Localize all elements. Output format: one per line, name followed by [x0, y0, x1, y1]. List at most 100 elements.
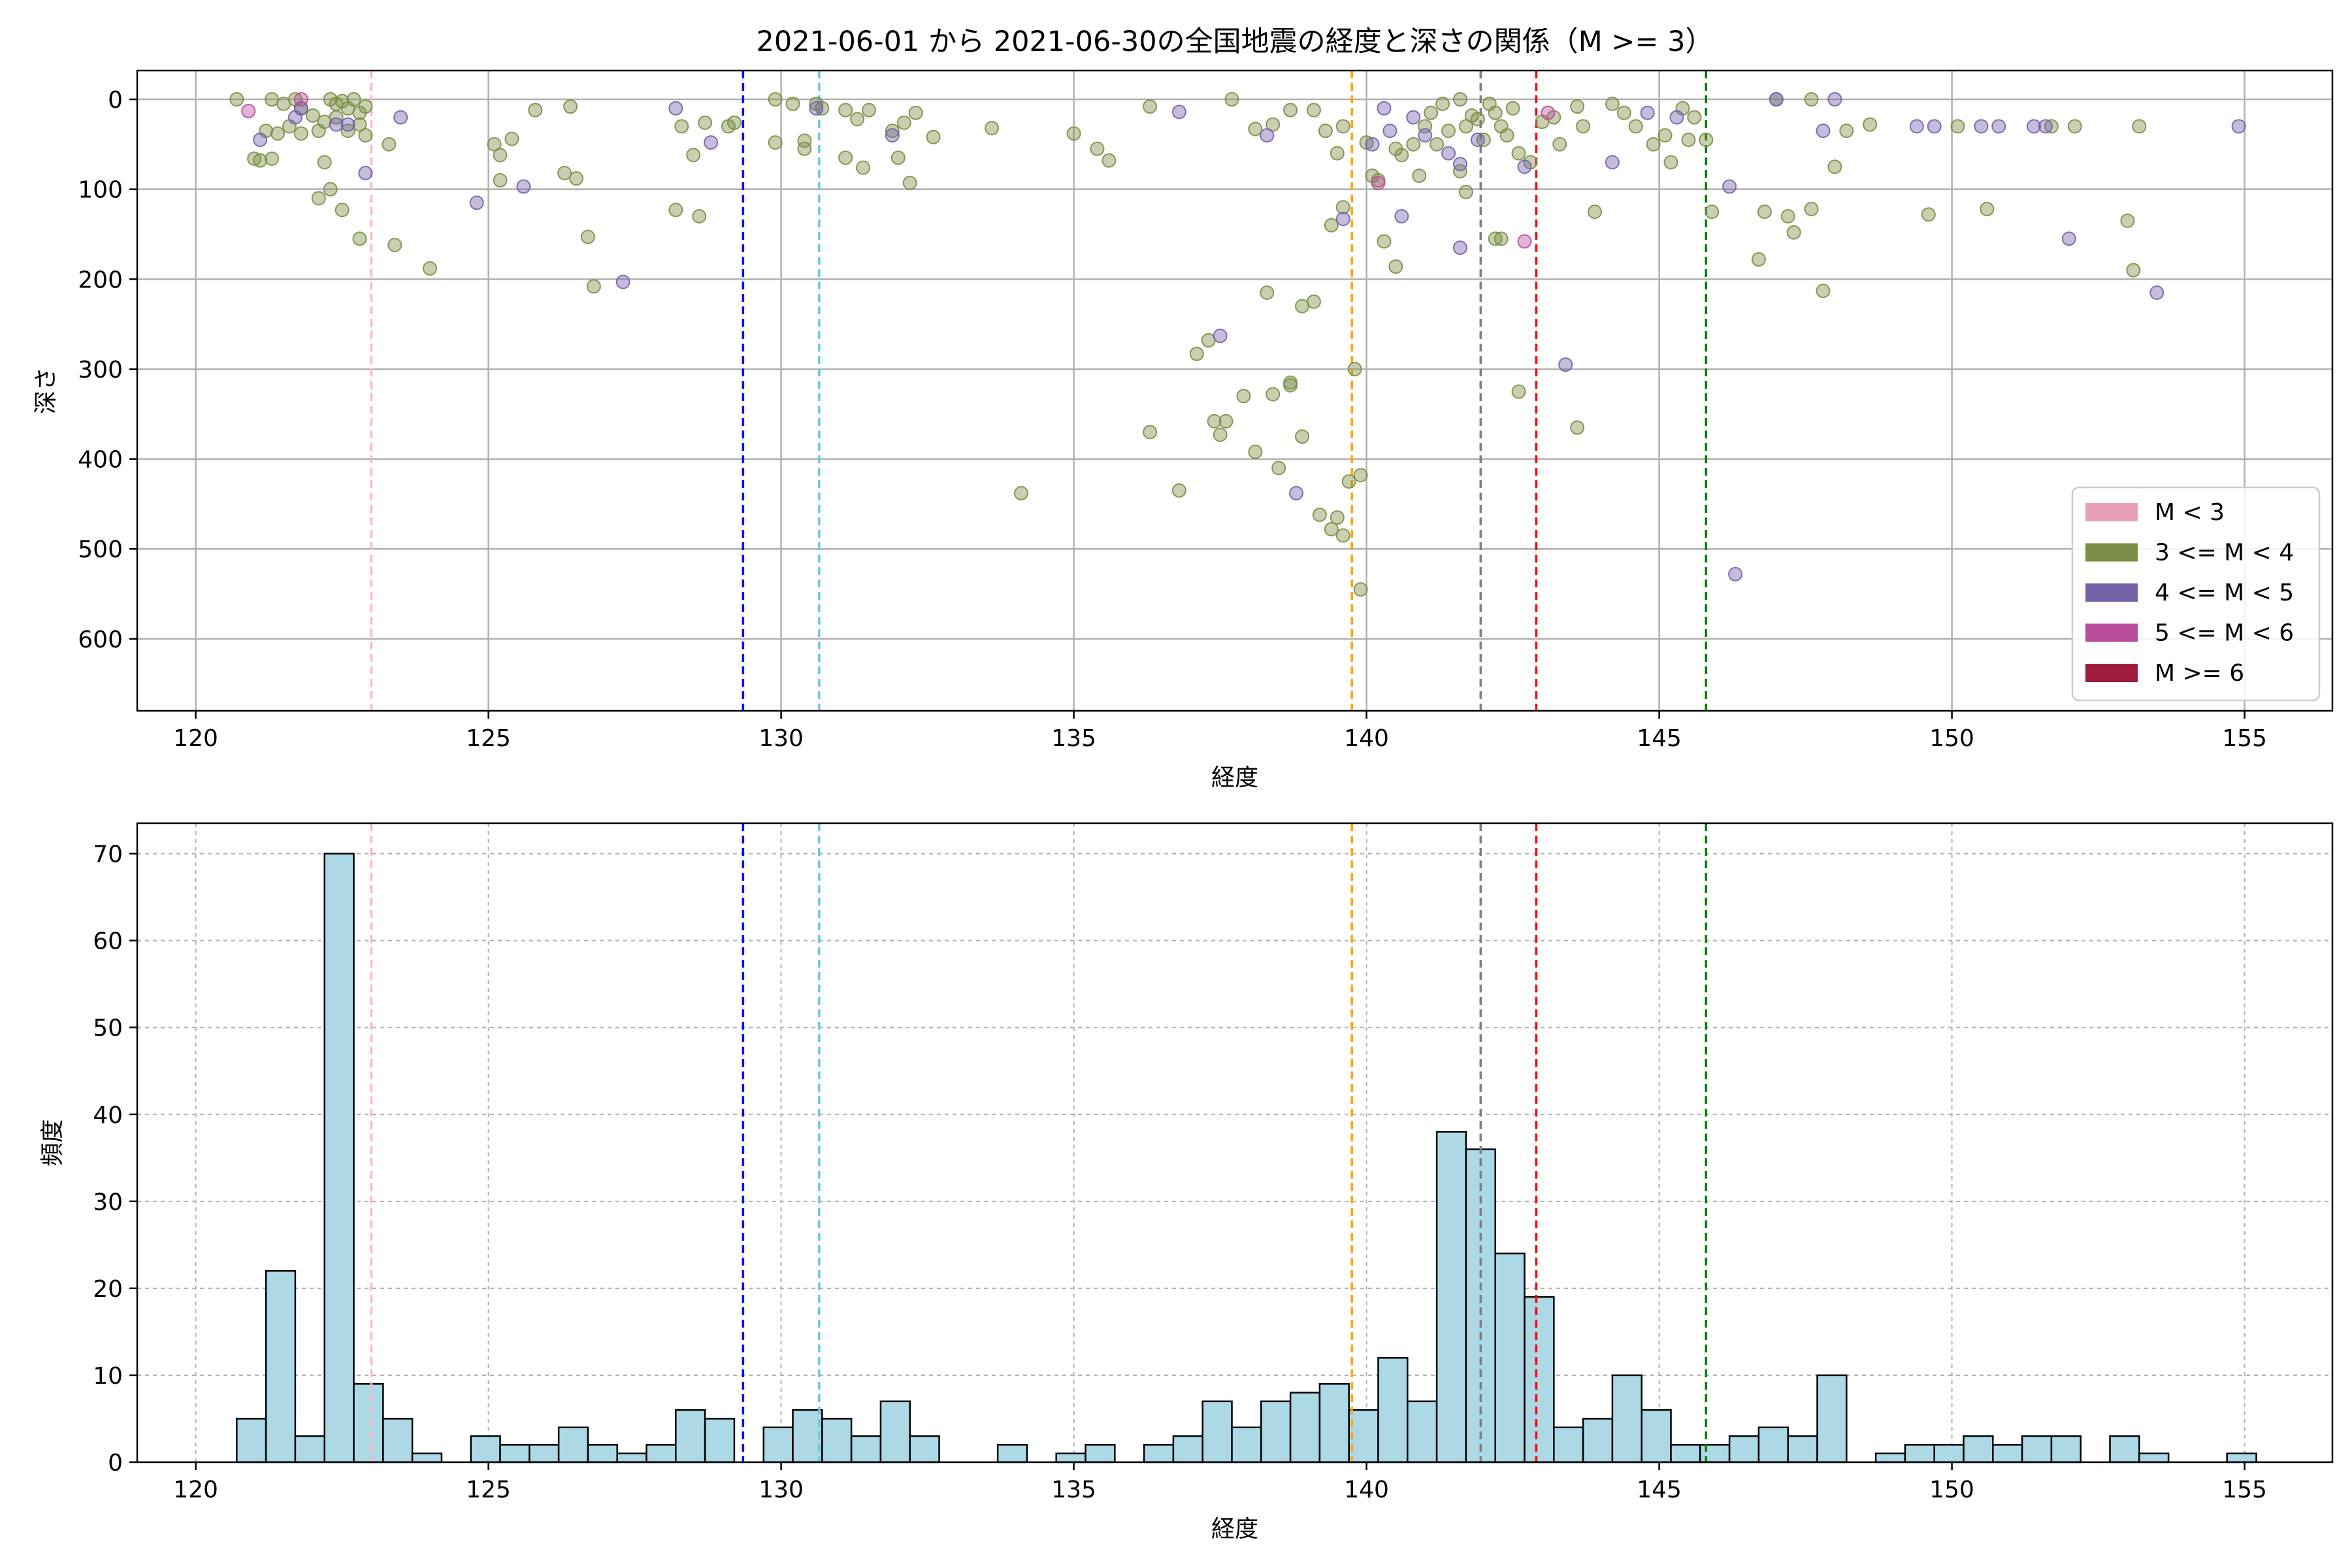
scatter-point	[1441, 146, 1456, 161]
scatter-point	[1382, 123, 1397, 139]
scatter-point	[674, 119, 689, 134]
scatter-point	[1236, 389, 1251, 404]
series-3 <= M < 4	[229, 92, 2147, 597]
scatter-point	[1213, 329, 1228, 344]
scatter-point	[329, 110, 344, 125]
histogram-plot-frame	[136, 822, 2334, 1463]
histogram-bar	[1757, 1426, 1789, 1463]
histogram-x-tick-label: 135	[1051, 1477, 1096, 1503]
scatter-point	[1722, 179, 1737, 194]
scatter-point	[1248, 122, 1263, 137]
scatter-point	[2038, 119, 2053, 134]
legend-swatch	[2085, 503, 2138, 521]
scatter-point	[1171, 105, 1186, 120]
histogram-bar	[1874, 1452, 1906, 1463]
scatter-point	[1921, 207, 1936, 222]
scatter-point	[1499, 128, 1514, 143]
histogram-y-tick-label: 10	[93, 1363, 123, 1390]
scatter-point	[1991, 119, 2006, 134]
scatter-point	[1511, 146, 1526, 161]
scatter-point	[1353, 468, 1368, 483]
scatter-point	[352, 117, 367, 132]
legend-swatch	[2085, 664, 2138, 682]
scatter-point	[1324, 521, 1339, 536]
scatter-point	[2126, 263, 2141, 278]
scatter-x-tick-label: 145	[1637, 725, 1682, 752]
scatter-point	[241, 103, 256, 118]
histogram-bar	[1524, 1296, 1555, 1463]
scatter-point	[1266, 387, 1281, 402]
histogram-bar	[1407, 1400, 1438, 1463]
scatter-x-tick-label: 150	[1929, 725, 1974, 752]
scatter-point	[1452, 164, 1467, 179]
scatter-point	[311, 191, 326, 206]
scatter-point	[686, 148, 701, 163]
scatter-point	[1669, 110, 1684, 125]
scatter-point	[2149, 285, 2164, 300]
scatter-point	[1412, 169, 1427, 184]
scatter-point	[1218, 414, 1233, 429]
scatter-point	[1705, 204, 1720, 220]
scatter-point	[1289, 485, 1304, 500]
scatter-reference-lines	[370, 71, 1708, 711]
scatter-point	[727, 115, 742, 130]
scatter-point	[1330, 146, 1345, 161]
scatter-point	[563, 99, 578, 114]
histogram-bar	[850, 1435, 882, 1463]
scatter-point	[1295, 429, 1310, 444]
histogram-y-tick-label: 30	[93, 1189, 123, 1216]
scatter-point	[768, 135, 783, 150]
histogram-bars	[236, 853, 2257, 1463]
histogram-x-tick-label: 140	[1344, 1477, 1389, 1503]
histogram-bar	[382, 1418, 414, 1463]
histogram-bar	[1348, 1409, 1379, 1463]
histogram-bar	[236, 1418, 267, 1463]
scatter-point	[692, 208, 707, 223]
series-4 <= M < 5	[253, 92, 2246, 581]
scatter-point	[1066, 126, 1081, 141]
histogram-bar	[1933, 1444, 1965, 1463]
scatter-point	[902, 176, 917, 191]
scatter-point	[305, 108, 320, 123]
scatter-point	[1663, 155, 1678, 170]
scatter-point	[323, 182, 338, 197]
histogram-bar	[499, 1444, 531, 1463]
histogram-bar	[265, 1270, 297, 1463]
scatter-point	[2067, 119, 2082, 134]
scatter-point	[1452, 157, 1467, 172]
histogram-bar	[762, 1426, 794, 1463]
scatter-plot-frame	[136, 69, 2334, 712]
scatter-point	[1927, 119, 1942, 134]
histogram-bar	[2138, 1452, 2170, 1463]
scatter-point	[1687, 110, 1702, 125]
scatter-point	[1353, 582, 1368, 597]
scatter-y-tick-label: 600	[78, 627, 123, 653]
scatter-point	[809, 101, 824, 116]
histogram-bar	[587, 1444, 618, 1463]
histogram-x-tick-label: 120	[173, 1477, 218, 1503]
scatter-point	[270, 126, 286, 141]
histogram-bar	[1963, 1435, 1994, 1463]
scatter-point	[1605, 96, 1620, 111]
scatter-point	[1312, 507, 1327, 522]
histogram-bar	[1377, 1357, 1409, 1463]
scatter-point	[797, 141, 812, 156]
scatter-grid	[137, 71, 2332, 711]
scatter-point	[1505, 101, 1520, 116]
scatter-point	[1335, 119, 1350, 134]
histogram-bar	[1816, 1374, 1848, 1463]
histogram-x-axis-label: 経度	[1211, 1516, 1258, 1543]
histogram-grid	[137, 823, 2332, 1463]
histogram-y-tick-label: 50	[93, 1015, 123, 1042]
scatter-point	[329, 117, 344, 132]
scatter-point	[1816, 123, 1831, 139]
scatter-point	[1330, 510, 1345, 525]
histogram-bar	[557, 1426, 589, 1463]
histogram-bar	[323, 853, 355, 1463]
scatter-point	[1570, 99, 1585, 114]
scatter-point	[358, 165, 373, 180]
histogram-y-axis-label: 頻度	[39, 1119, 66, 1166]
scatter-point	[850, 112, 865, 127]
scatter-point	[1324, 218, 1339, 233]
scatter-point	[908, 105, 923, 120]
